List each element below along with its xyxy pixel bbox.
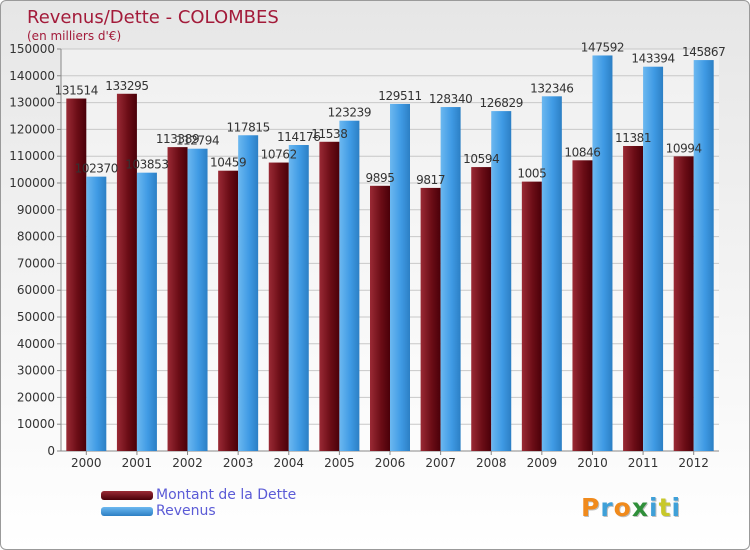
data-label-revenus: 126829 (480, 96, 523, 110)
data-label-dette: 9817 (416, 173, 445, 187)
bar-revenus (643, 66, 664, 452)
bar-revenus (541, 96, 562, 452)
y-tick-label: 40000 (17, 337, 55, 351)
bar-dette (167, 147, 188, 451)
legend-swatch-revenus (101, 507, 153, 516)
y-tick-label: 60000 (17, 283, 55, 297)
bar-dette (673, 156, 694, 451)
x-tick-label: 2005 (324, 456, 355, 470)
y-tick-label: 130000 (9, 96, 55, 110)
bar-dette (521, 181, 542, 451)
y-tick-label: 90000 (17, 203, 55, 217)
data-label-dette: 10762 (261, 148, 297, 162)
bar-dette (370, 185, 390, 451)
logo-letter: i (671, 493, 682, 522)
logo-letter: r (600, 493, 614, 522)
chart-subtitle: (en milliers d'€) (27, 29, 122, 43)
legend-label-revenus: Revenus (156, 503, 216, 519)
data-label-revenus: 123239 (328, 106, 371, 120)
x-tick-label: 2002 (172, 456, 203, 470)
y-tick-label: 150000 (9, 42, 55, 56)
x-tick-label: 2003 (223, 456, 254, 470)
x-tick-label: 2011 (628, 456, 659, 470)
y-tick-label: 120000 (9, 122, 55, 136)
legend-label-dette: Montant de la Dette (156, 487, 297, 503)
bar-revenus (592, 55, 613, 452)
bar-dette (218, 170, 239, 452)
y-tick-label: 10000 (17, 417, 55, 431)
data-label-dette: 113389 (156, 132, 199, 146)
data-label-revenus: 147592 (581, 40, 624, 54)
data-label-revenus: 128340 (429, 92, 472, 106)
bar-dette (116, 93, 137, 451)
bar-dette (572, 160, 593, 451)
bar-dette (66, 98, 87, 451)
x-tick-label: 2007 (425, 456, 456, 470)
bar-revenus (288, 145, 309, 452)
bar-revenus (440, 107, 461, 451)
bar-revenus (86, 176, 107, 451)
legend-swatch-dette (101, 491, 153, 500)
y-tick-label: 80000 (17, 230, 55, 244)
data-label-revenus: 143394 (631, 52, 674, 66)
x-tick-label: 2009 (527, 456, 558, 470)
data-label-dette: 131514 (55, 84, 98, 98)
y-tick-label: 0 (47, 444, 55, 458)
data-label-dette: 11381 (615, 131, 651, 145)
bar-dette (268, 162, 289, 452)
bar-revenus (390, 103, 410, 451)
data-label-dette: 10994 (666, 141, 702, 155)
x-tick-label: 2000 (71, 456, 102, 470)
data-label-dette: 10846 (564, 145, 600, 159)
x-tick-label: 2008 (476, 456, 507, 470)
y-tick-label: 50000 (17, 310, 55, 324)
data-label-dette: 1005 (517, 167, 546, 181)
logo-letter: i (649, 493, 659, 522)
y-tick-label: 20000 (17, 390, 55, 404)
data-label-revenus: 112794 (176, 134, 219, 148)
data-label-dette: 11538 (311, 127, 347, 141)
bar-dette (319, 141, 340, 451)
data-label-revenus: 132346 (530, 81, 573, 95)
bar-dette (623, 145, 644, 452)
x-tick-label: 2010 (577, 456, 608, 470)
data-label-revenus: 145867 (682, 45, 725, 59)
bar-revenus (339, 120, 360, 451)
logo-letter: t (658, 493, 672, 522)
bar-revenus (136, 172, 157, 452)
data-label-revenus: 129511 (378, 89, 421, 103)
bar-revenus (693, 60, 714, 451)
data-label-revenus: 103853 (125, 158, 168, 172)
x-tick-label: 2006 (375, 456, 406, 470)
data-label-dette: 9895 (366, 171, 395, 185)
chart-title: Revenus/Dette - COLOMBES (27, 7, 279, 28)
data-label-dette: 10459 (210, 156, 246, 170)
y-tick-label: 30000 (17, 364, 55, 378)
bar-dette (420, 187, 441, 451)
bar-revenus (187, 148, 208, 451)
data-label-revenus: 117815 (226, 120, 269, 134)
y-tick-label: 140000 (9, 69, 55, 83)
logo-letter: x (631, 493, 649, 522)
bar-revenus (238, 135, 259, 451)
x-tick-label: 2004 (273, 456, 304, 470)
bar-revenus (491, 111, 512, 452)
logo-letter: P (581, 493, 601, 522)
y-tick-label: 70000 (17, 256, 55, 270)
x-tick-label: 2012 (678, 456, 709, 470)
y-tick-label: 100000 (9, 176, 55, 190)
data-label-dette: 133295 (105, 79, 148, 93)
y-tick-label: 110000 (9, 149, 55, 163)
data-label-revenus: 102370 (75, 162, 118, 176)
bar-dette (471, 167, 492, 451)
data-label-dette: 10594 (463, 152, 499, 166)
data-label-revenus: 114176 (277, 130, 320, 144)
x-tick-label: 2001 (122, 456, 153, 470)
proxiti-logo: Proxiti (581, 493, 681, 522)
logo-letter: o (613, 493, 632, 522)
